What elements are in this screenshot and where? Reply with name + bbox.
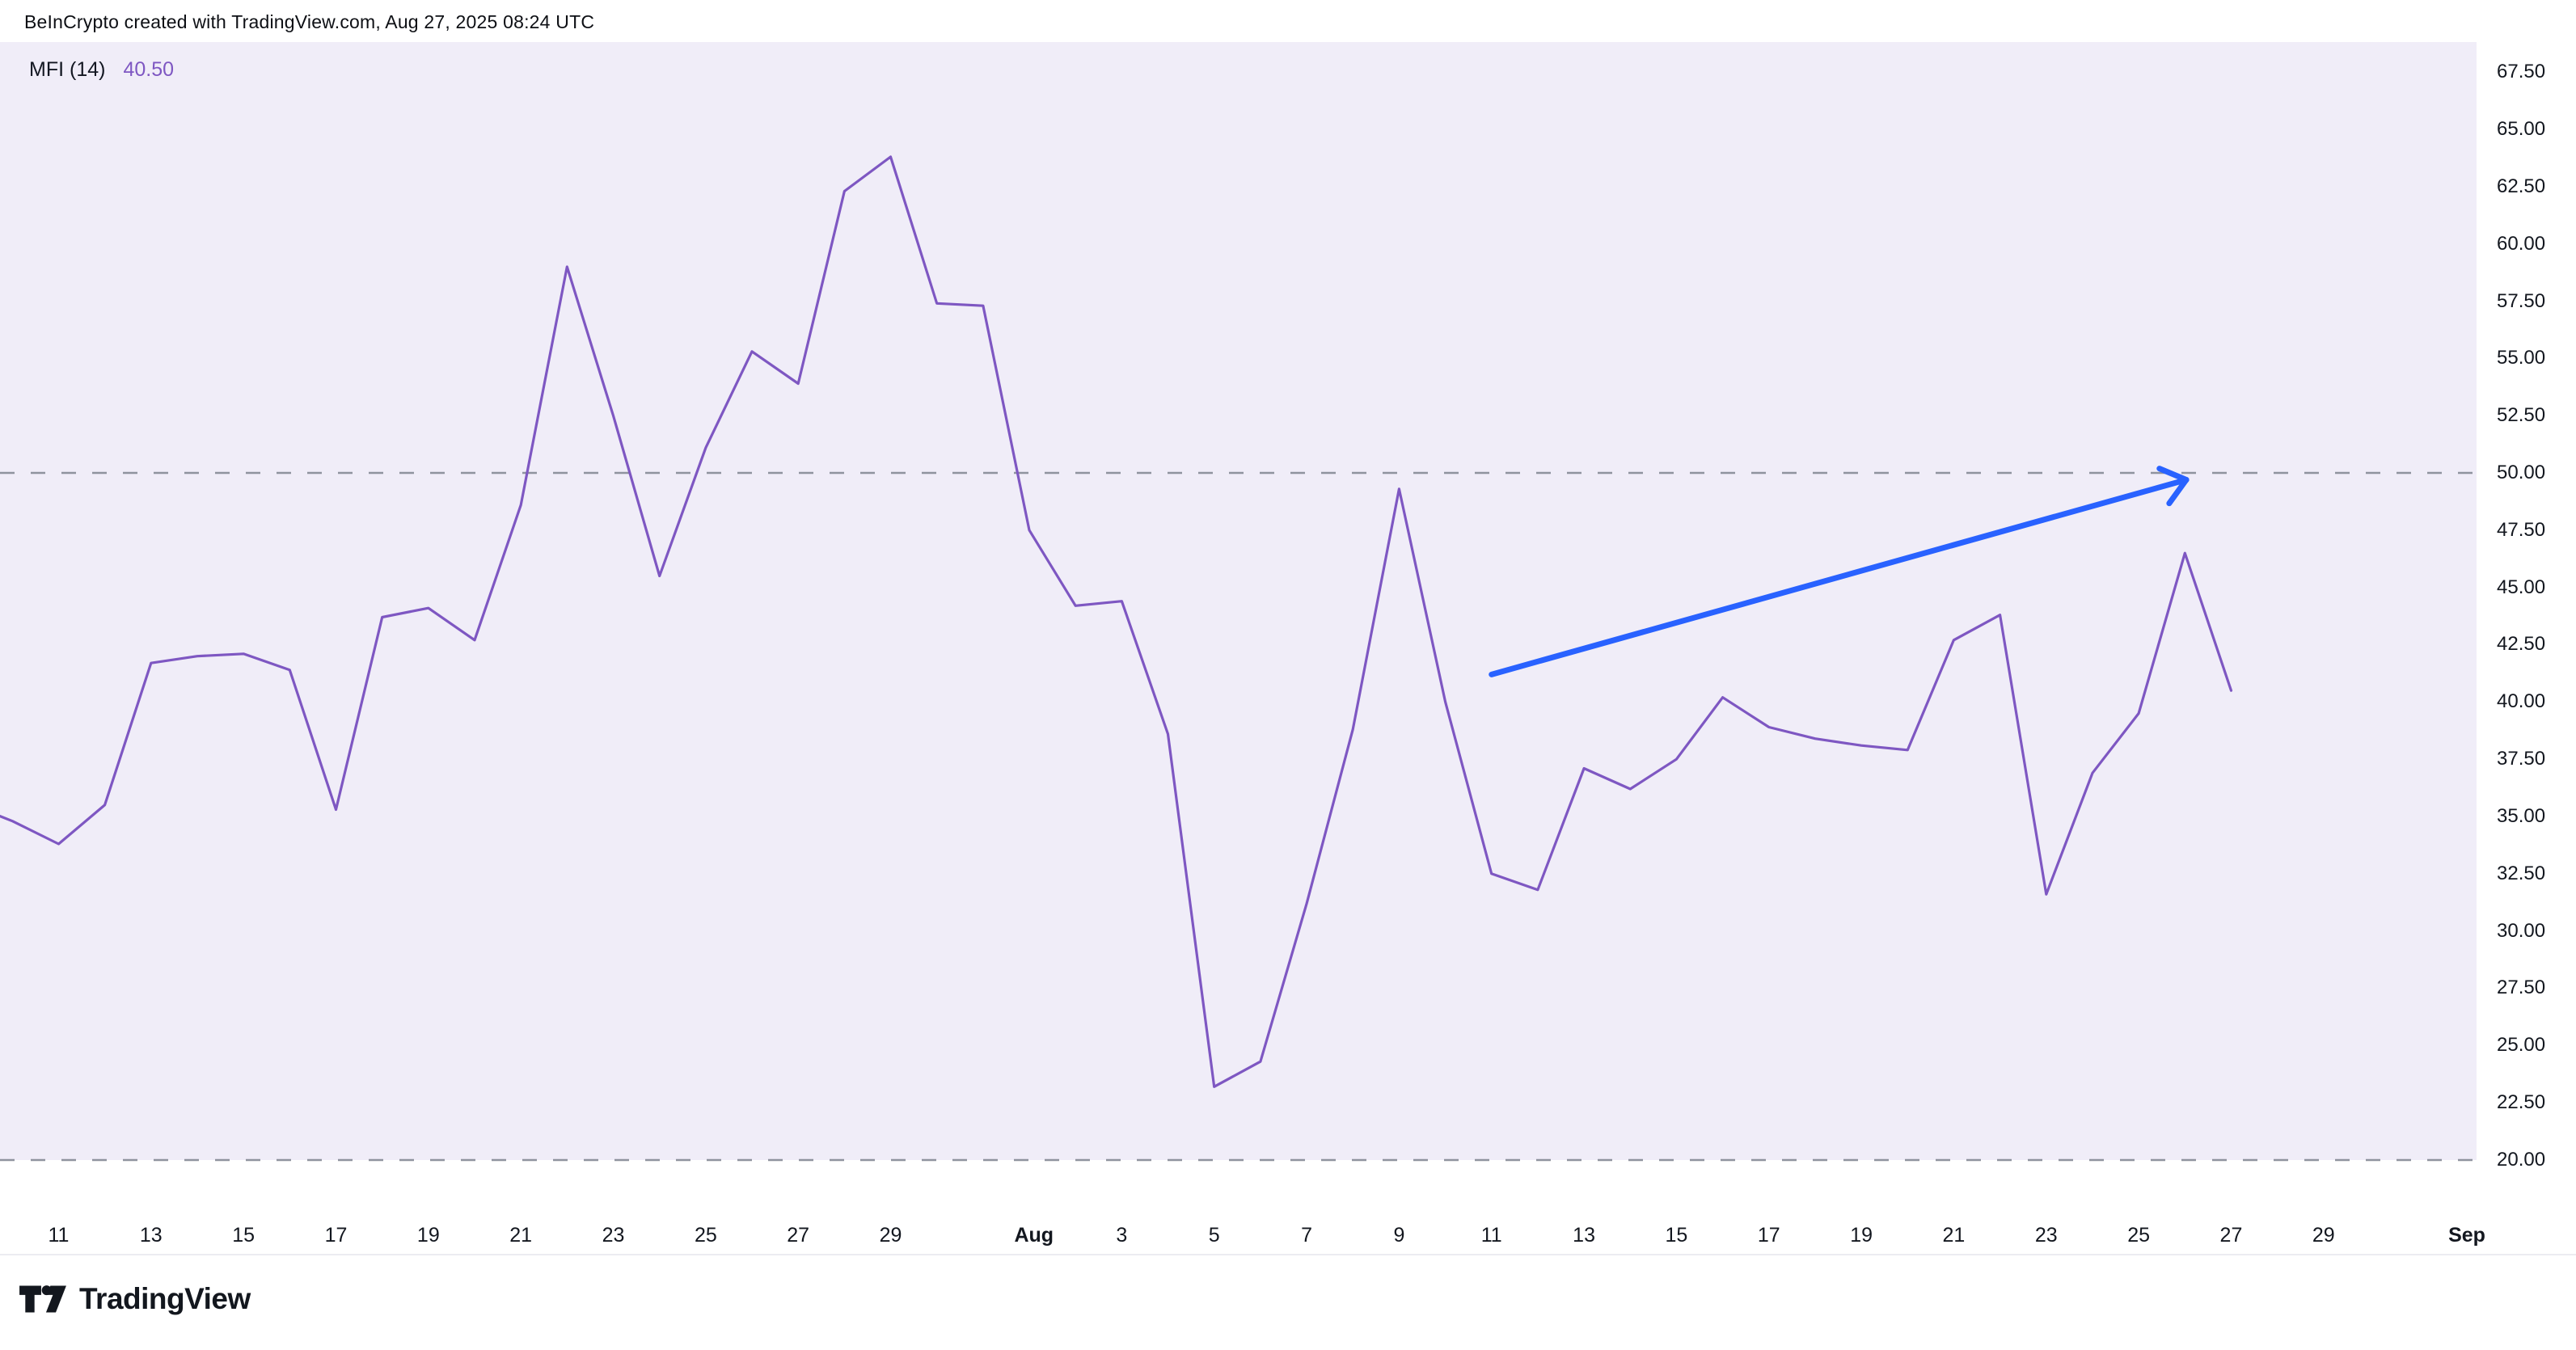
x-axis-tick-label: 7 [1301,1224,1312,1247]
x-axis-tick-label: 29 [2312,1224,2335,1247]
tradingview-logo-text: TradingView [79,1282,251,1315]
tradingview-logo[interactable]: TradingView [18,1282,251,1316]
y-axis-tick-label: 65.00 [2497,118,2546,140]
x-axis-tick-label: 25 [694,1224,717,1247]
y-axis-tick-label: 32.50 [2497,862,2546,884]
y-axis-tick-label: 37.50 [2497,748,2546,770]
y-axis-tick-label: 30.00 [2497,919,2546,942]
x-axis-tick-label: 21 [1942,1224,1966,1247]
x-axis-tick-label: 29 [879,1224,902,1247]
y-axis-tick-label: 20.00 [2497,1148,2546,1171]
x-axis-tick-label: 19 [1850,1224,1873,1247]
indicator-legend: MFI (14) 40.50 [29,58,174,82]
x-axis-tick-label: 17 [324,1224,348,1247]
y-axis-tick-label: 45.00 [2497,576,2546,598]
x-axis-tick-label: 3 [1116,1224,1128,1247]
y-axis-tick-label: 25.00 [2497,1034,2546,1057]
y-axis-tick-label: 22.50 [2497,1091,2546,1114]
trend-arrow-head [2166,477,2190,507]
mfi-series-line [0,155,2233,1088]
y-axis-tick-label: 55.00 [2497,347,2546,369]
x-axis-tick-label: 15 [1665,1224,1688,1247]
x-axis-tick-label: 17 [1757,1224,1780,1247]
indicator-name: MFI (14) [29,58,106,81]
tradingview-logo-icon [19,1285,66,1313]
x-axis-tick-label: 21 [509,1224,533,1247]
y-axis-tick-label: 35.00 [2497,804,2546,827]
chart-pane[interactable] [0,42,2477,1160]
y-axis-tick-label: 42.50 [2497,633,2546,656]
y-axis-tick-label: 47.50 [2497,518,2546,541]
x-axis-tick-label: Aug [1014,1224,1054,1247]
x-axis-tick-label: 11 [1480,1224,1502,1247]
y-axis-tick-label: 67.50 [2497,61,2546,83]
y-axis-tick-label: 62.50 [2497,175,2546,197]
x-axis-tick-label: 15 [232,1224,255,1247]
axis-separator [0,1254,2576,1255]
x-axis-tick-label: 13 [1573,1224,1595,1247]
x-axis-tick-label: 27 [787,1224,810,1247]
x-axis-tick-label: 13 [139,1224,163,1247]
y-axis-tick-label: 50.00 [2497,462,2546,483]
trend-arrow-shaft [1489,477,2190,677]
x-axis-tick-label: 23 [2034,1224,2058,1247]
x-axis-tick-label: Sep [2448,1224,2485,1247]
y-axis-tick-label: 60.00 [2497,232,2546,255]
y-axis-tick-label: 40.00 [2497,690,2546,713]
x-axis-tick-label: 25 [2127,1224,2151,1247]
x-axis-tick-label: 5 [1208,1224,1220,1247]
indicator-value: 40.50 [123,58,175,81]
x-axis-tick-label: 19 [416,1224,440,1247]
attribution-text: BeInCrypto created with TradingView.com,… [24,11,595,32]
y-axis-tick-label: 57.50 [2497,289,2546,312]
x-axis-tick-label: 11 [48,1224,70,1247]
y-axis-tick-label: 52.50 [2497,404,2546,427]
reference-lines [0,471,2484,1162]
x-axis-tick-label: 9 [1393,1224,1405,1247]
trend-arrow [1489,466,2190,677]
trend-arrow-head [2156,466,2190,483]
x-axis-tick-label: 27 [2219,1224,2243,1247]
y-axis-tick-label: 27.50 [2497,977,2546,999]
x-axis-tick-label: 23 [602,1224,625,1247]
